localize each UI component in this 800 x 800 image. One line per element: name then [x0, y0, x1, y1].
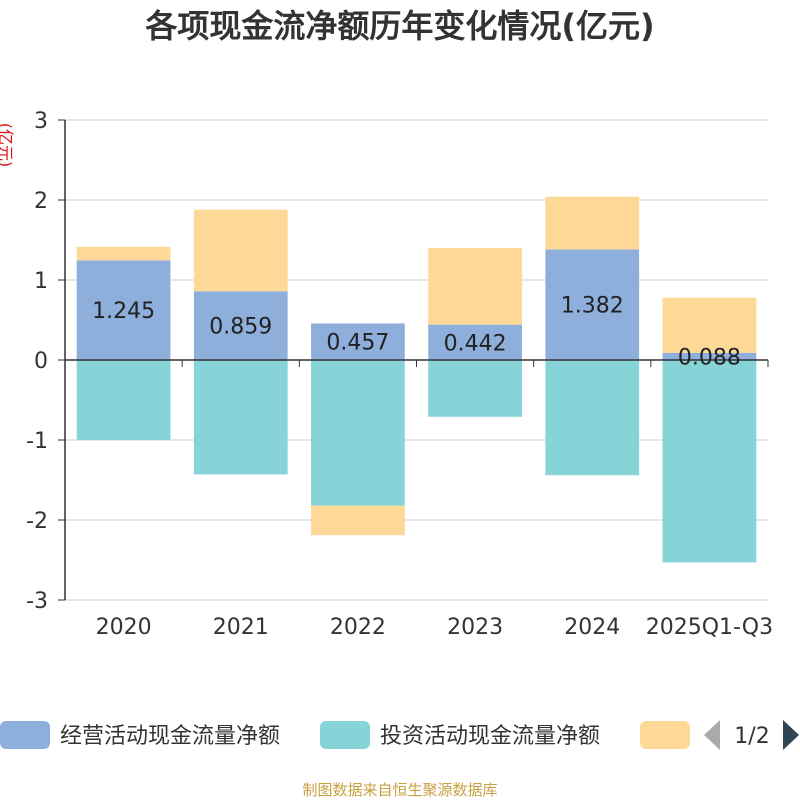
x-tick-label: 2025Q1-Q3 [646, 615, 773, 640]
data-label: 0.859 [209, 315, 272, 340]
x-tick-label: 2020 [96, 615, 152, 640]
bars [76, 196, 757, 563]
bar-series1[interactable] [311, 323, 405, 360]
data-label: 0.457 [326, 331, 389, 356]
pager-prev-icon[interactable] [704, 720, 720, 750]
legend-label: 投资活动现金流量净额 [380, 724, 600, 749]
bar-series1[interactable] [428, 324, 522, 360]
y-tick-label: -3 [26, 589, 48, 614]
data-label: 0.442 [444, 331, 507, 356]
legend-label: 经营活动现金流量净额 [60, 724, 280, 749]
data-label: 1.245 [92, 299, 155, 324]
bar-series2[interactable] [662, 360, 757, 563]
bar-series2[interactable] [193, 360, 288, 475]
bar-series1[interactable] [545, 249, 640, 360]
axes: 3 2 1 0 -1 -2 -3 2020 2021 2022 2023 2024 2025Q1-Q3 [26, 109, 773, 640]
y-tick-label: 3 [34, 109, 48, 134]
bar-series2[interactable] [311, 360, 405, 506]
bar-series3[interactable] [545, 196, 640, 250]
y-tick-label: -1 [26, 429, 48, 454]
data-labels: 1.245 0.859 0.457 0.442 1.382 0.088 [92, 294, 741, 371]
bar-series3[interactable] [311, 505, 405, 536]
source-note: 制图数据来自恒生聚源数据库 [302, 781, 497, 799]
legend-swatch[interactable] [0, 721, 50, 749]
x-tick-label: 2023 [447, 615, 503, 640]
bar-series2[interactable] [428, 360, 522, 417]
bar-series2[interactable] [76, 360, 171, 440]
data-label: 0.088 [678, 345, 741, 370]
y-tick-label: -2 [26, 509, 48, 534]
pager-next-icon[interactable] [783, 720, 799, 750]
chart-title: 各项现金流净额历年变化情况(亿元) [145, 7, 654, 45]
bar-series3[interactable] [662, 297, 757, 353]
y-axis-unit: (亿元) [0, 123, 15, 168]
x-tick-label: 2021 [213, 615, 269, 640]
y-tick-label: 2 [34, 189, 48, 214]
legend-swatch[interactable] [320, 721, 370, 749]
pager-label: 1/2 [734, 724, 769, 749]
bar-series3[interactable] [428, 247, 522, 325]
bar-series2[interactable] [545, 360, 640, 476]
x-tick-label: 2024 [564, 615, 620, 640]
bar-series1[interactable] [662, 352, 757, 360]
y-tick-label: 1 [34, 269, 48, 294]
data-label: 1.382 [561, 294, 624, 319]
y-tick-label: 0 [34, 349, 48, 374]
bar-series3[interactable] [76, 246, 171, 261]
legend-swatch[interactable] [640, 721, 690, 749]
bar-series1[interactable] [76, 260, 171, 360]
x-tick-label: 2022 [330, 615, 386, 640]
legend[interactable]: 经营活动现金流量净额 投资活动现金流量净额 1/2 [0, 720, 799, 750]
bar-series3[interactable] [193, 209, 288, 292]
bar-series1[interactable] [193, 291, 288, 360]
